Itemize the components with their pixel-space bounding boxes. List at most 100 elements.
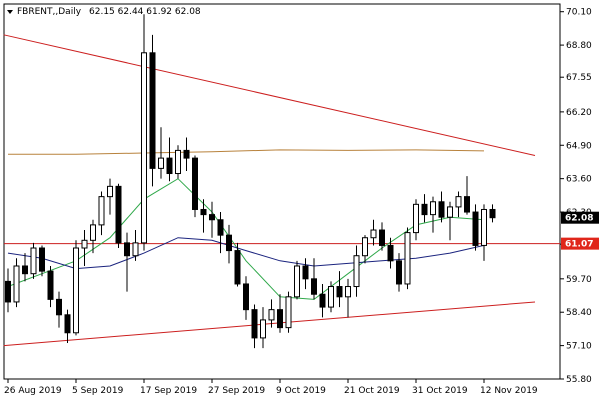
candle [98, 191, 105, 236]
x-tick-label: 9 Oct 2019 [276, 386, 326, 396]
candle-body [489, 208, 496, 219]
candles [5, 14, 496, 349]
candle [413, 199, 419, 241]
candle-body [183, 149, 190, 159]
candle-body [370, 229, 377, 239]
candle-body [30, 247, 37, 275]
price-tags: 61.07 62.08 [561, 211, 599, 250]
candle [81, 230, 88, 266]
candle-body [115, 185, 122, 244]
candle [217, 212, 224, 254]
candle [387, 237, 394, 269]
x-tick-label: 26 Aug 2019 [4, 386, 62, 396]
y-tick-label: 68.80 [566, 41, 592, 51]
candle [404, 227, 411, 290]
candle [396, 253, 402, 292]
candle [243, 276, 249, 320]
candle [13, 258, 20, 308]
candle-body [362, 237, 368, 257]
candle [447, 201, 453, 241]
candle [132, 230, 139, 261]
y-tick-label: 63.60 [566, 175, 592, 185]
y-tick-label: 57.10 [566, 342, 592, 352]
x-tick-label: 12 Nov 2019 [480, 386, 538, 396]
candle [64, 309, 71, 344]
candle-body [107, 185, 113, 198]
y-tick-label: 64.90 [566, 141, 592, 151]
candle [251, 304, 258, 349]
candle [166, 137, 173, 182]
candle-body [336, 286, 343, 298]
candle-body [56, 298, 62, 316]
candle [481, 204, 487, 261]
candle-body [472, 211, 479, 246]
candle-body [387, 244, 394, 262]
candle-body [64, 314, 71, 334]
candle-body [328, 286, 334, 308]
chart-header: FBRENT,,Daily 62.15 62.44 61.92 62.08 [7, 7, 201, 17]
candle [328, 281, 334, 313]
x-tick-label: 21 Oct 2019 [344, 386, 400, 396]
candle [302, 258, 309, 290]
candle-body [260, 319, 266, 339]
candle [47, 265, 54, 308]
candle-body [209, 214, 215, 221]
candle [464, 176, 470, 215]
candle-body [141, 52, 147, 244]
candle [73, 240, 79, 336]
candle-body [13, 265, 20, 303]
sma_mid-line [7, 237, 485, 270]
candle-body [226, 234, 232, 252]
candle [226, 224, 232, 264]
candle [311, 258, 317, 300]
candle [353, 245, 360, 297]
candle [362, 235, 368, 264]
candle-body [73, 247, 79, 334]
candle-body [319, 293, 326, 308]
candle-body [166, 157, 173, 175]
candle-body [132, 242, 139, 257]
candle-body [98, 196, 105, 226]
candle-body [396, 260, 402, 285]
candle [22, 253, 28, 282]
dropdown-triangle-icon[interactable] [7, 10, 13, 14]
candle-body [47, 270, 54, 300]
candle-body [124, 242, 130, 257]
x-tick-label: 17 Sep 2019 [140, 386, 197, 396]
symbol-label: FBRENT,,Daily [17, 7, 82, 17]
candle-body [39, 247, 45, 272]
candle [175, 145, 181, 179]
candle [268, 299, 275, 328]
candle-body [421, 203, 428, 216]
ohlc-values: 62.15 62.44 61.92 62.08 [89, 7, 201, 17]
candle-body [464, 196, 470, 213]
candle-body [90, 224, 96, 241]
candle [421, 194, 428, 223]
candle [200, 199, 207, 233]
candle-body [353, 255, 360, 288]
candle-body [285, 296, 292, 329]
candle [277, 294, 283, 333]
candle [209, 201, 215, 238]
price-axis: 70.1068.8067.5566.2064.9063.6062.3061.05… [560, 8, 592, 385]
candle-body [345, 286, 351, 298]
trendline-0 [3, 34, 536, 157]
y-tick-label: 55.80 [566, 375, 592, 385]
candle [234, 242, 241, 287]
candle-body [5, 280, 11, 303]
candle [285, 291, 292, 333]
candle-body [149, 52, 156, 169]
x-tick-label: 5 Sep 2019 [72, 386, 124, 396]
y-tick-label: 58.40 [566, 308, 592, 318]
trendlines [3, 34, 536, 347]
candle [379, 222, 385, 251]
x-tick-label: 31 Oct 2019 [412, 386, 468, 396]
candle-body [404, 232, 411, 285]
candle-body [251, 309, 258, 339]
candle-body [192, 157, 198, 210]
candle-body [430, 201, 436, 216]
candle [336, 271, 343, 308]
candle-body [81, 239, 88, 249]
candle-body [200, 208, 207, 216]
